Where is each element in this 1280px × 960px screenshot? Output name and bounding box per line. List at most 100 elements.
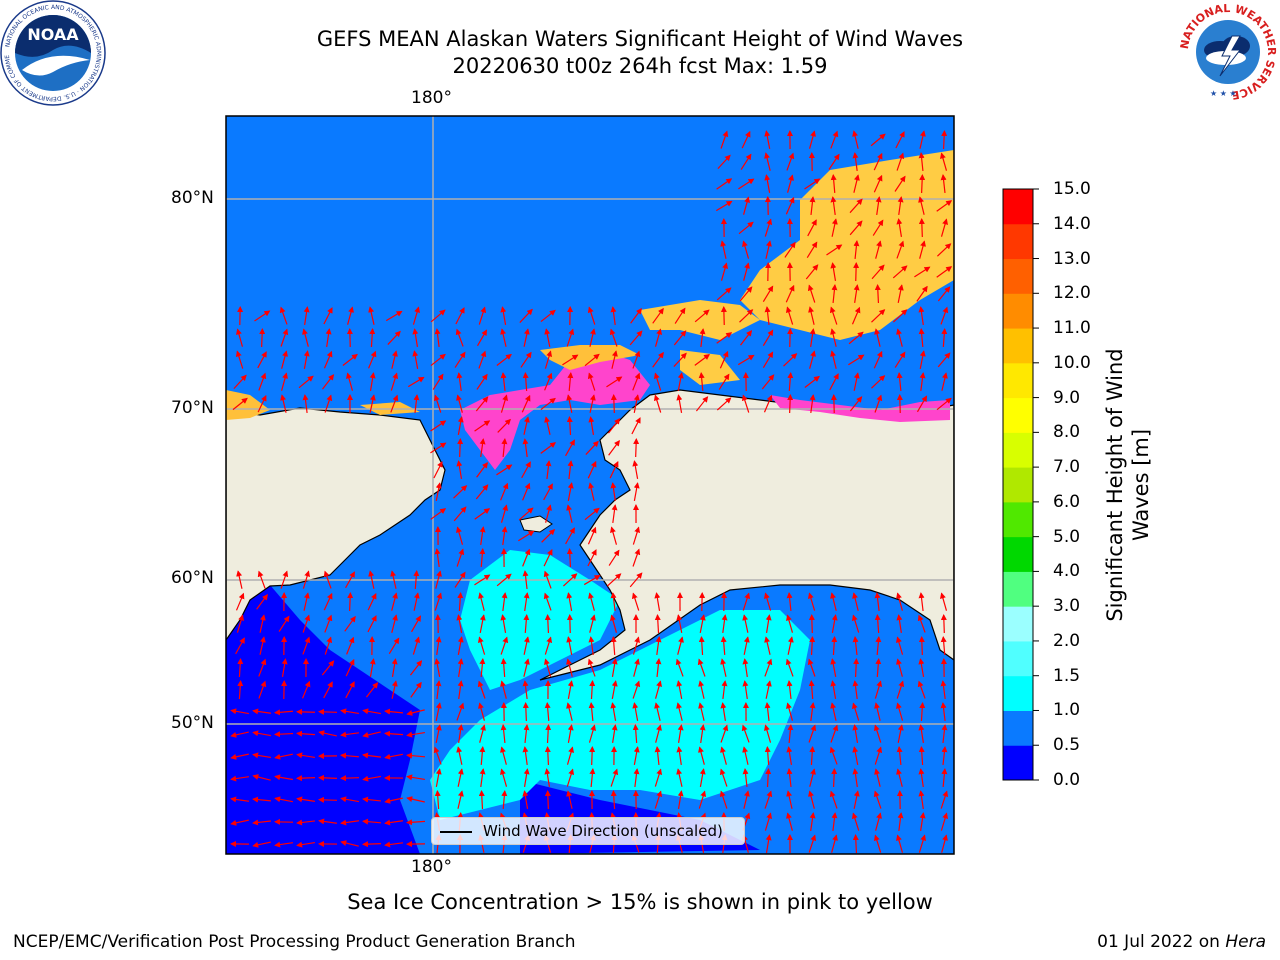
wave-direction-arrow — [826, 244, 843, 256]
wave-direction-arrow — [523, 416, 530, 435]
wave-direction-arrow — [430, 309, 446, 323]
colorbar-tick-label: 3.0 — [1053, 596, 1081, 617]
wave-direction-arrow — [677, 790, 684, 809]
wave-direction-arrow — [611, 680, 618, 699]
wave-direction-arrow — [655, 724, 662, 743]
wave-direction-arrow — [873, 152, 883, 171]
land-siberia — [226, 407, 446, 642]
wave-direction-arrow — [765, 768, 772, 788]
wave-direction-arrow — [632, 350, 641, 369]
wave-direction-arrow — [654, 614, 661, 634]
wave-direction-arrow — [739, 286, 753, 302]
wave-direction-arrow — [303, 350, 310, 369]
colorbar-segment — [1003, 293, 1033, 329]
wave-direction-arrow — [544, 416, 551, 435]
wave-direction-arrow — [474, 420, 491, 432]
wave-direction-arrow — [699, 328, 706, 348]
wave-direction-arrow — [323, 570, 332, 589]
wave-direction-arrow — [474, 508, 491, 520]
wave-direction-arrow — [720, 262, 728, 281]
wave-direction-arrow — [475, 484, 489, 500]
wave-direction-arrow — [522, 570, 529, 590]
wave-direction-arrow — [540, 309, 556, 323]
wave-direction-arrow — [809, 768, 816, 787]
wave-direction-arrow — [325, 328, 332, 347]
wave-direction-arrow — [849, 396, 863, 412]
wave-direction-arrow — [829, 306, 838, 325]
wave-direction-arrow — [406, 731, 425, 738]
wave-direction-arrow — [716, 332, 733, 344]
wave-direction-arrow — [584, 507, 600, 521]
nws-logo: NATIONAL WEATHER SERVICE ★ ★ ★ — [1178, 2, 1278, 102]
wave-direction-arrow — [455, 307, 465, 325]
wave-direction-arrow — [894, 175, 906, 192]
wave-direction-arrow — [654, 592, 661, 611]
colorbar-tick-label: 7.0 — [1053, 457, 1081, 478]
wave-direction-arrow — [435, 636, 442, 655]
wave-direction-arrow — [919, 174, 926, 194]
wave-direction-arrow — [522, 438, 529, 458]
colorbar-tick-label: 13.0 — [1053, 248, 1091, 269]
wave-direction-arrow — [918, 636, 925, 656]
wave-direction-arrow — [874, 284, 881, 304]
wave-direction-arrow — [853, 262, 860, 282]
colorbar-segment — [1003, 397, 1033, 433]
sea-ice-pink — [460, 350, 650, 470]
wave-direction-arrow — [675, 658, 684, 677]
wave-direction-arrow — [567, 372, 574, 392]
wave-direction-arrow — [523, 636, 530, 655]
wave-direction-arrow — [716, 397, 732, 411]
wave-direction-arrow — [786, 746, 793, 765]
wave-direction-arrow — [831, 768, 838, 788]
wave-direction-arrow — [852, 746, 859, 765]
wave-direction-arrow — [296, 819, 316, 826]
wave-direction-arrow — [849, 198, 863, 214]
wave-direction-arrow — [565, 439, 575, 457]
wave-direction-arrow — [477, 680, 486, 699]
wave-direction-arrow — [323, 592, 333, 611]
wave-direction-arrow — [764, 746, 771, 766]
wave-direction-arrow — [697, 658, 706, 677]
wave-direction-arrow — [523, 614, 530, 634]
wave-direction-arrow — [230, 819, 249, 826]
wave-direction-arrow — [892, 309, 908, 323]
wave-direction-arrow — [673, 352, 687, 367]
wave-direction-arrow — [340, 819, 359, 826]
wave-direction-arrow — [851, 614, 860, 633]
wave-direction-arrow — [808, 834, 817, 853]
wave-direction-arrow — [830, 196, 837, 215]
wave-direction-arrow — [500, 394, 509, 413]
wave-direction-arrow — [852, 724, 859, 743]
wave-direction-arrow — [500, 504, 508, 523]
wave-direction-arrow — [384, 841, 404, 848]
wave-direction-arrow — [831, 834, 838, 853]
wave-direction-arrow — [500, 680, 507, 699]
wave-direction-arrow — [787, 636, 794, 655]
wave-direction-arrow — [720, 130, 729, 149]
wave-direction-arrow — [324, 394, 333, 413]
wave-direction-arrow — [940, 790, 949, 809]
wave-direction-arrow — [522, 482, 531, 501]
wave-direction-arrow — [764, 174, 771, 193]
wave-direction-arrow — [764, 636, 771, 655]
wave-direction-arrow — [852, 152, 859, 172]
wave-direction-arrow — [873, 724, 882, 743]
wave-direction-arrow — [786, 614, 794, 633]
wave-direction-arrow — [763, 394, 773, 413]
wave-direction-arrow — [566, 394, 573, 413]
wave-direction-arrow — [941, 328, 948, 348]
wave-direction-arrow — [541, 528, 556, 543]
wave-direction-arrow — [545, 460, 552, 480]
wave-direction-arrow — [765, 834, 772, 853]
wave-direction-arrow — [919, 702, 926, 722]
wave-direction-arrow — [786, 680, 793, 700]
wave-direction-arrow — [410, 681, 422, 698]
wave-direction-arrow — [633, 768, 640, 788]
wave-direction-arrow — [362, 818, 382, 825]
wave-direction-arrow — [632, 372, 641, 391]
wave-direction-arrow — [457, 416, 464, 435]
wave-direction-arrow — [632, 526, 641, 545]
wave-direction-arrow — [874, 394, 883, 413]
wave-direction-arrow — [520, 351, 532, 368]
wave-direction-arrow — [851, 702, 860, 721]
